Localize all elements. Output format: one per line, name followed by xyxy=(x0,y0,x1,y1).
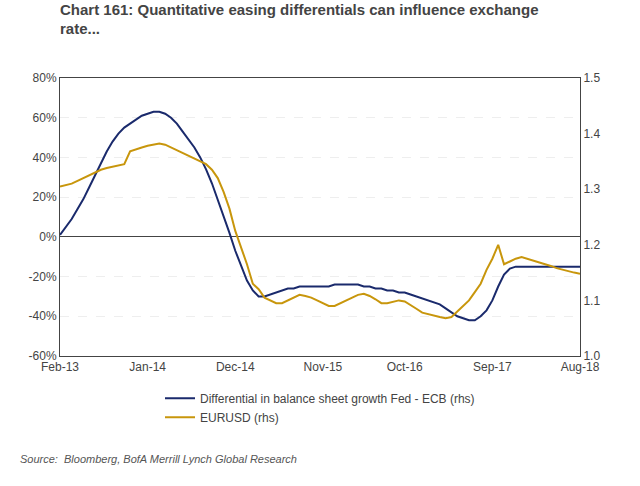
svg-text:1.3: 1.3 xyxy=(583,182,600,196)
svg-text:1.1: 1.1 xyxy=(583,294,600,308)
svg-text:0%: 0% xyxy=(39,230,57,244)
svg-text:-60%: -60% xyxy=(29,349,57,363)
svg-text:Nov-15: Nov-15 xyxy=(304,360,343,374)
svg-text:Jan-14: Jan-14 xyxy=(129,360,166,374)
svg-text:Aug-18: Aug-18 xyxy=(561,360,600,374)
svg-text:Differential in balance sheet: Differential in balance sheet growth Fed… xyxy=(200,392,475,406)
svg-text:60%: 60% xyxy=(33,111,57,125)
svg-text:Source: Bloomberg, BofA Merri: Source: Bloomberg, BofA Merrill Lynch Gl… xyxy=(20,453,297,465)
svg-text:Dec-14: Dec-14 xyxy=(216,360,255,374)
svg-text:-20%: -20% xyxy=(29,270,57,284)
svg-text:-40%: -40% xyxy=(29,309,57,323)
svg-text:20%: 20% xyxy=(33,190,57,204)
svg-text:Sep-17: Sep-17 xyxy=(473,360,512,374)
svg-text:1.5: 1.5 xyxy=(583,71,600,85)
svg-text:1.2: 1.2 xyxy=(583,238,600,252)
svg-text:EURUSD (rhs): EURUSD (rhs) xyxy=(200,411,279,425)
svg-text:1.0: 1.0 xyxy=(583,349,600,363)
svg-text:1.4: 1.4 xyxy=(583,127,600,141)
svg-text:Feb-13: Feb-13 xyxy=(41,360,79,374)
svg-text:40%: 40% xyxy=(33,151,57,165)
svg-text:80%: 80% xyxy=(33,71,57,85)
svg-text:Chart 161: Quantitative easing: Chart 161: Quantitative easing different… xyxy=(60,1,538,38)
svg-text:Oct-16: Oct-16 xyxy=(387,360,423,374)
